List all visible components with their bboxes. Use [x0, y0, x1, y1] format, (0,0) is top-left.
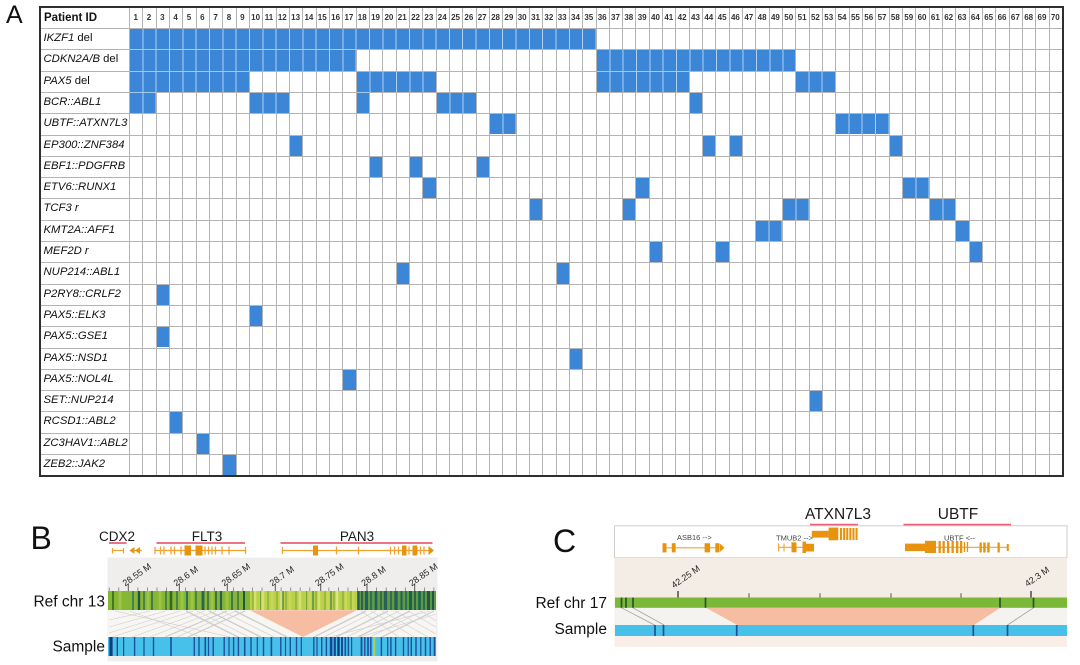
svg-text:UBTF <--: UBTF <-- [944, 534, 976, 543]
svg-text:FLT3: FLT3 [192, 529, 223, 544]
svg-text:Ref chr 13: Ref chr 13 [33, 594, 105, 611]
svg-text:ASB16 -->: ASB16 --> [677, 533, 712, 542]
svg-text:CDX2: CDX2 [99, 529, 135, 544]
svg-text:Sample: Sample [52, 639, 105, 656]
svg-text:UBTF: UBTF [938, 506, 978, 523]
svg-text:TMUB2 -->: TMUB2 --> [776, 534, 813, 543]
svg-text:Ref chr 17: Ref chr 17 [535, 595, 607, 612]
svg-text:Sample: Sample [554, 621, 607, 638]
svg-text:ATXN7L3: ATXN7L3 [805, 506, 871, 523]
svg-text:PAN3: PAN3 [340, 529, 374, 544]
